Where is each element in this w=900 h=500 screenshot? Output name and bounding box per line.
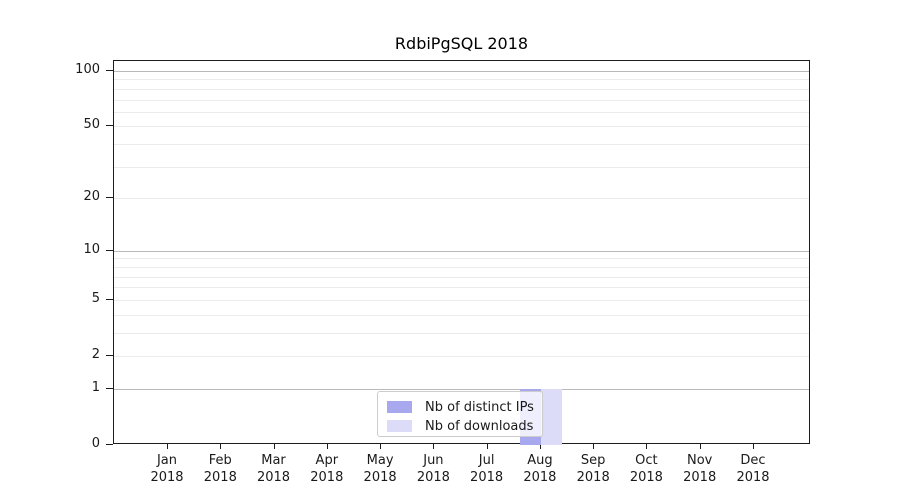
x-tick-label-mar: Mar 2018 xyxy=(232,452,316,486)
x-tick-mark xyxy=(167,444,168,449)
plot-area: Nb of distinct IPs Nb of downloads xyxy=(113,60,810,445)
x-tick-year: 2018 xyxy=(363,470,397,485)
y-tick-label: 5 xyxy=(91,290,100,306)
gridline-minor xyxy=(114,332,809,334)
gridline-minor xyxy=(114,299,809,301)
y-tick-label: 10 xyxy=(83,241,100,257)
y-tick-mark xyxy=(106,249,113,251)
x-tick-month: Sep xyxy=(580,453,606,468)
y-tick-label: 50 xyxy=(83,117,100,133)
x-tick-month: Apr xyxy=(315,453,339,468)
x-tick-month: Dec xyxy=(740,453,766,468)
bar-aug-series1 xyxy=(540,388,563,445)
y-tick-mark xyxy=(106,355,113,356)
y-tick-mark xyxy=(106,444,113,445)
x-tick-month: May xyxy=(366,453,394,468)
x-tick-mark xyxy=(646,444,648,449)
x-tick-month: Mar xyxy=(261,453,286,468)
legend: Nb of distinct IPs Nb of downloads xyxy=(377,391,543,437)
x-tick-month: Oct xyxy=(635,453,658,468)
gridline-minor xyxy=(114,287,809,289)
x-tick-year: 2018 xyxy=(150,470,184,485)
x-tick-year: 2018 xyxy=(736,470,770,485)
gridline-minor xyxy=(114,166,809,168)
x-tick-label-jan: Jan 2018 xyxy=(125,452,209,486)
x-tick-mark xyxy=(326,444,328,449)
gridline-minor xyxy=(114,314,809,316)
x-tick-year: 2018 xyxy=(629,470,663,485)
x-tick-month: Aug xyxy=(527,453,553,468)
x-tick-mark xyxy=(699,444,701,449)
gridline-minor xyxy=(114,266,809,268)
x-tick-label-aug: Aug 2018 xyxy=(498,452,582,486)
x-tick-mark xyxy=(220,444,222,449)
x-tick-mark xyxy=(486,444,488,449)
y-tick-label: 1 xyxy=(91,379,100,395)
gridline-minor xyxy=(114,126,809,128)
x-tick-year: 2018 xyxy=(523,470,557,485)
y-tick-label: 20 xyxy=(83,189,100,205)
gridline-major xyxy=(114,250,809,252)
y-tick-label: 100 xyxy=(75,62,100,77)
x-tick-label-sep: Sep 2018 xyxy=(551,452,635,486)
x-tick-mark xyxy=(433,444,435,449)
x-tick-label-feb: Feb 2018 xyxy=(178,452,262,486)
gridline-minor xyxy=(114,144,809,146)
gridline-minor xyxy=(114,99,809,101)
x-tick-month: Feb xyxy=(208,453,232,468)
x-tick-month: Jul xyxy=(478,453,495,468)
x-tick-year: 2018 xyxy=(683,470,717,485)
y-tick-mark xyxy=(106,125,113,127)
x-tick-year: 2018 xyxy=(576,470,610,485)
y-tick-mark xyxy=(106,197,113,199)
legend-entry-distinct-ips: Nb of distinct IPs xyxy=(387,399,542,415)
x-tick-label-jul: Jul 2018 xyxy=(445,452,529,486)
x-tick-year: 2018 xyxy=(203,470,237,485)
gridline-minor xyxy=(114,356,809,357)
x-tick-month: Jun xyxy=(423,453,444,468)
x-tick-month: Nov xyxy=(687,453,713,468)
y-tick-mark xyxy=(106,387,113,389)
gridline-minor xyxy=(114,79,809,81)
gridline-minor xyxy=(114,258,809,260)
y-tick-mark xyxy=(106,298,113,300)
legend-label-downloads: Nb of downloads xyxy=(425,418,534,434)
x-tick-mark xyxy=(593,444,595,449)
x-tick-label-dec: Dec 2018 xyxy=(711,452,795,486)
y-tick-mark xyxy=(106,70,113,71)
gridline-minor xyxy=(114,198,809,200)
x-tick-label-oct: Oct 2018 xyxy=(604,452,688,486)
gridline-minor xyxy=(114,111,809,113)
x-tick-year: 2018 xyxy=(256,470,291,485)
gridline-major xyxy=(114,71,809,72)
x-tick-month: Jan xyxy=(156,453,178,468)
x-tick-label-jun: Jun 2018 xyxy=(391,452,475,486)
gridline-minor xyxy=(114,88,809,90)
x-tick-label-nov: Nov 2018 xyxy=(658,452,742,486)
x-tick-mark xyxy=(753,444,754,449)
x-tick-mark xyxy=(539,444,541,449)
x-tick-mark xyxy=(273,444,275,449)
x-tick-year: 2018 xyxy=(310,470,344,485)
legend-swatch-distinct-ips xyxy=(387,401,412,413)
gridline-major xyxy=(114,388,809,390)
chart-title: RdbiPgSQL 2018 xyxy=(394,34,529,53)
x-tick-label-may: May 2018 xyxy=(338,452,422,486)
x-tick-year: 2018 xyxy=(416,470,450,485)
legend-entry-downloads: Nb of downloads xyxy=(387,418,542,434)
x-tick-mark xyxy=(380,444,382,449)
x-tick-label-apr: Apr 2018 xyxy=(285,452,369,486)
y-tick-label: 0 xyxy=(91,436,100,451)
x-tick-year: 2018 xyxy=(470,470,504,485)
legend-label-distinct-ips: Nb of distinct IPs xyxy=(425,399,534,415)
gridline-minor xyxy=(114,276,809,278)
legend-swatch-downloads xyxy=(387,420,412,432)
y-tick-label: 2 xyxy=(91,347,100,362)
